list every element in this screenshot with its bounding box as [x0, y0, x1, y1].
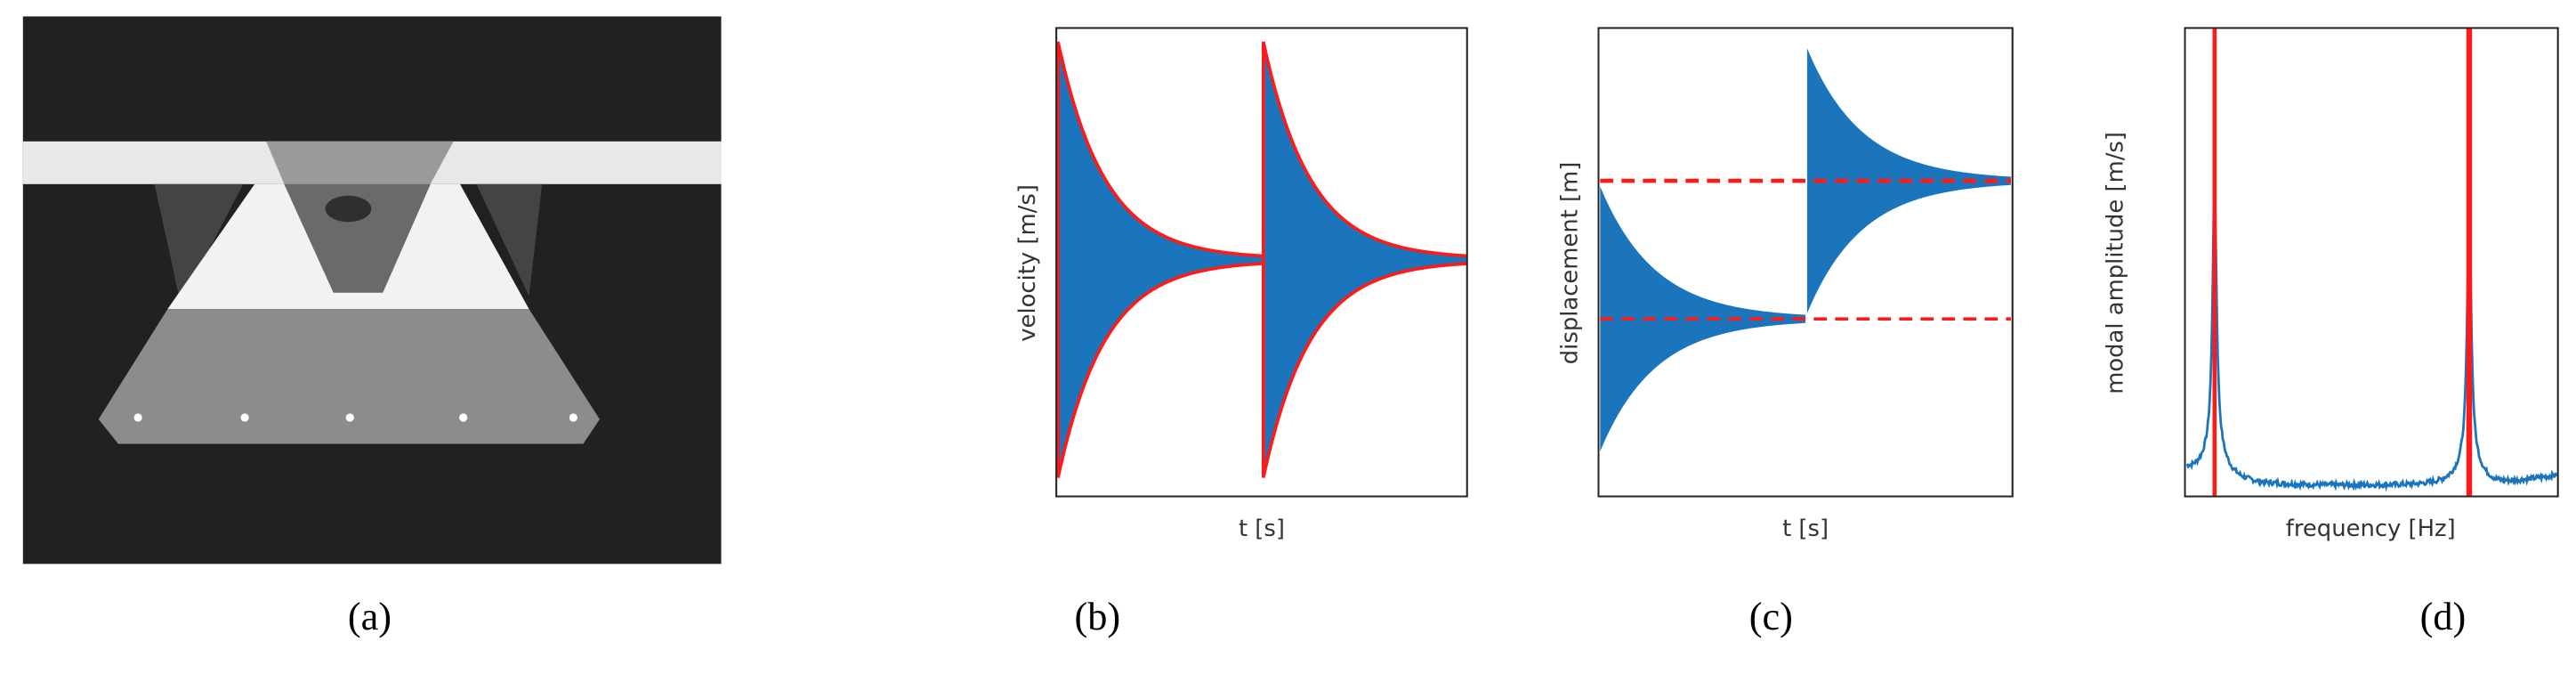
panel-label: (d): [2420, 595, 2467, 638]
panel-label: (a): [348, 595, 392, 638]
y-axis-label: velocity [m/s]: [1014, 184, 1041, 342]
envelope: [1262, 41, 1467, 258]
axes-box: [2184, 27, 2559, 498]
y-axis-label: displacement [m]: [1556, 162, 1583, 365]
panel-label: (b): [1075, 595, 1121, 638]
axes-frame: [1597, 27, 2014, 498]
signal-band: [1600, 186, 1806, 452]
envelope: [1056, 41, 1263, 258]
y-axis-label: modal amplitude [m/s]: [2102, 132, 2128, 394]
x-axis-label: t [s]: [1782, 516, 1829, 542]
axes-box: [1597, 27, 2014, 498]
curves: [1056, 28, 2558, 497]
envelope: [1056, 262, 1263, 478]
axes-frame: [2184, 27, 2559, 498]
signal-band: [1263, 41, 1467, 478]
spectrum: [2185, 187, 2558, 492]
photo: [22, 16, 722, 564]
axes-frame: [1055, 27, 1468, 498]
x-axis-label: frequency [Hz]: [2286, 516, 2456, 542]
panel-label: (c): [1749, 595, 1793, 638]
envelope: [1262, 262, 1467, 478]
signal-band: [1058, 41, 1262, 478]
x-axis-label: t [s]: [1239, 516, 1285, 542]
